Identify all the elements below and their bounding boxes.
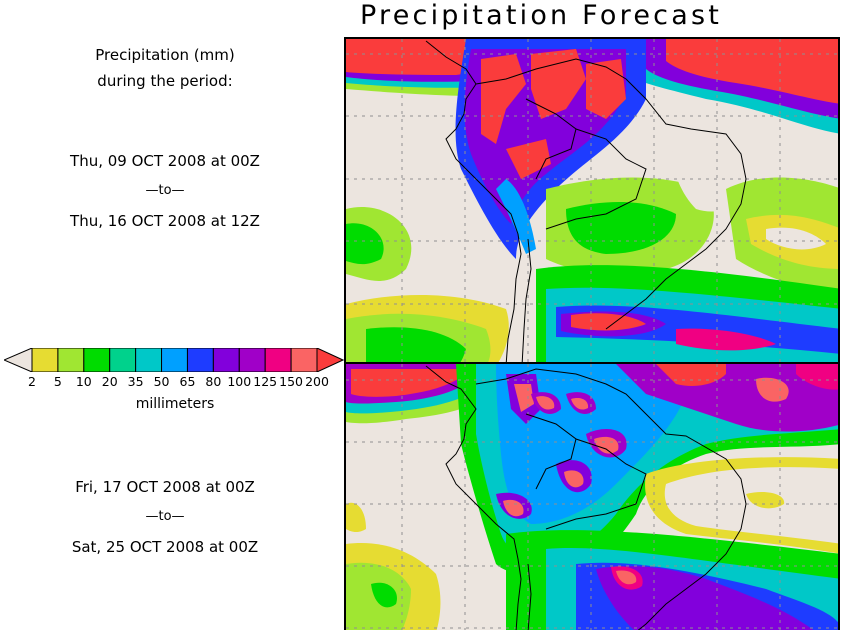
- colorbar-tick-label: 2: [28, 374, 36, 389]
- legend-header: Precipitation (mm) during the period:: [0, 42, 330, 94]
- colorbar-cells: [31, 348, 318, 372]
- colorbar-tick-label: 80: [205, 374, 222, 389]
- page-margin: [840, 37, 850, 630]
- map-canvas: [346, 39, 838, 362]
- precip-map-period-2: [344, 362, 840, 630]
- colorbar-tick-label: 5: [53, 374, 62, 389]
- colorbar-unit: millimeters: [135, 396, 215, 412]
- colorbar-tick-label: 50: [153, 374, 170, 389]
- colorbar-cell: [264, 348, 292, 372]
- period-1-start: Thu, 09 OCT 2008 at 00Z: [70, 152, 260, 170]
- colorbar-tick-label: 65: [179, 374, 196, 389]
- colorbar-tick-label: 35: [127, 374, 144, 389]
- colorbar-cell: [83, 348, 111, 372]
- colorbar-tick-label: 125: [253, 374, 278, 389]
- period-2-separator: —to—: [145, 509, 185, 524]
- legend-header-line1: Precipitation (mm): [95, 46, 235, 64]
- colorbar-cell: [161, 348, 188, 372]
- colorbar-cell: [290, 348, 318, 372]
- colorbar-cell: [186, 348, 214, 372]
- period-2-label: Fri, 17 OCT 2008 at 00Z —to— Sat, 25 OCT…: [0, 472, 330, 562]
- precip-map-period-1: [344, 37, 840, 364]
- colorbar-tick-label: 100: [227, 374, 252, 389]
- colorbar-under-arrow: [4, 348, 33, 372]
- period-2-start: Fri, 17 OCT 2008 at 00Z: [75, 478, 255, 496]
- map-canvas: [346, 364, 838, 630]
- colorbar-cell: [57, 348, 85, 372]
- colorbar-tick-label: 200: [305, 374, 329, 389]
- colorbar-tick-label: 150: [279, 374, 304, 389]
- colorbar-over-arrow: [316, 348, 344, 372]
- colorbar-tick-labels: 2 5 10 20 35 50 65 80 100 125 150 200: [0, 374, 345, 390]
- period-1-separator: —to—: [145, 183, 185, 198]
- colorbar-cell: [31, 348, 59, 372]
- colorbar-tick-label: 20: [101, 374, 118, 389]
- colorbar: [4, 348, 344, 372]
- period-1-end: Thu, 16 OCT 2008 at 12Z: [70, 212, 260, 230]
- colorbar-cell: [109, 348, 137, 372]
- legend-header-line2: during the period:: [97, 72, 233, 90]
- colorbar-tick-label: 10: [75, 374, 92, 389]
- colorbar-cell: [135, 348, 163, 372]
- period-1-label: Thu, 09 OCT 2008 at 00Z —to— Thu, 16 OCT…: [0, 146, 330, 236]
- chart-title: Precipitation Forecast: [360, 0, 722, 31]
- period-2-end: Sat, 25 OCT 2008 at 00Z: [71, 538, 259, 556]
- colorbar-cell: [212, 348, 240, 372]
- colorbar-cell: [238, 348, 266, 372]
